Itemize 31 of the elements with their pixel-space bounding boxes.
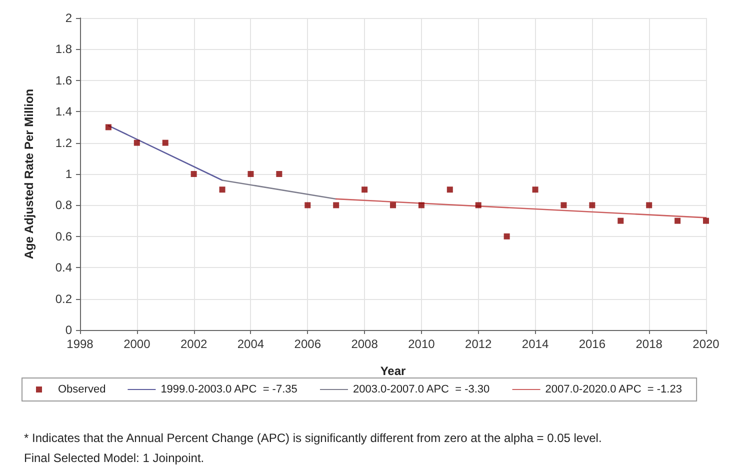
x-axis-title: Year bbox=[380, 364, 406, 378]
y-tick-label: 1.6 bbox=[55, 73, 72, 88]
x-tick-label: 2014 bbox=[522, 337, 549, 351]
y-tick-label: 0 bbox=[65, 323, 72, 337]
x-tick-label: 2008 bbox=[351, 337, 378, 351]
x-tick-label: 2016 bbox=[578, 337, 606, 351]
y-tick-label: 1.4 bbox=[55, 104, 72, 119]
x-tick-label: 2004 bbox=[237, 337, 264, 351]
y-tick-label: 2 bbox=[65, 11, 72, 25]
x-tick-label: 2000 bbox=[124, 337, 151, 351]
y-tick-label: 0.8 bbox=[55, 198, 72, 212]
y-tick-label: 1.2 bbox=[55, 136, 72, 150]
text: * Indicates that the Annual Percent Change (APC) is significantly different from zero at the alpha = 0.05 level. bbox=[24, 431, 602, 445]
x-tick-label: 2006 bbox=[294, 337, 322, 351]
y-axis-title: Age Adjusted Rate Per Million bbox=[22, 88, 36, 260]
text: Final Selected Model: 1 Joinpoint. bbox=[24, 451, 204, 465]
x-tick-label: 2012 bbox=[465, 337, 492, 351]
x-tick-label: 2002 bbox=[180, 337, 208, 351]
x-tick-label: 2018 bbox=[636, 337, 663, 351]
legend-label: 2007.0-2020.0 APC = -1.23 bbox=[545, 384, 682, 396]
y-tick-label: 0.6 bbox=[55, 229, 72, 244]
legend-label: 2003.0-2007.0 APC = -3.30 bbox=[352, 384, 490, 396]
legend-label: Observed bbox=[58, 384, 106, 396]
y-tick-label: 1.8 bbox=[55, 42, 72, 56]
y-tick-label: 1 bbox=[65, 167, 72, 181]
x-tick-label: 1998 bbox=[66, 337, 94, 351]
x-tick-label: 2010 bbox=[408, 337, 436, 351]
legend-label: 1999.0-2003.0 APC = -7.35 bbox=[160, 384, 298, 396]
y-tick-label: 0.4 bbox=[55, 260, 72, 275]
x-tick-label: 2020 bbox=[692, 337, 720, 351]
y-tick-label: 0.2 bbox=[55, 292, 72, 306]
